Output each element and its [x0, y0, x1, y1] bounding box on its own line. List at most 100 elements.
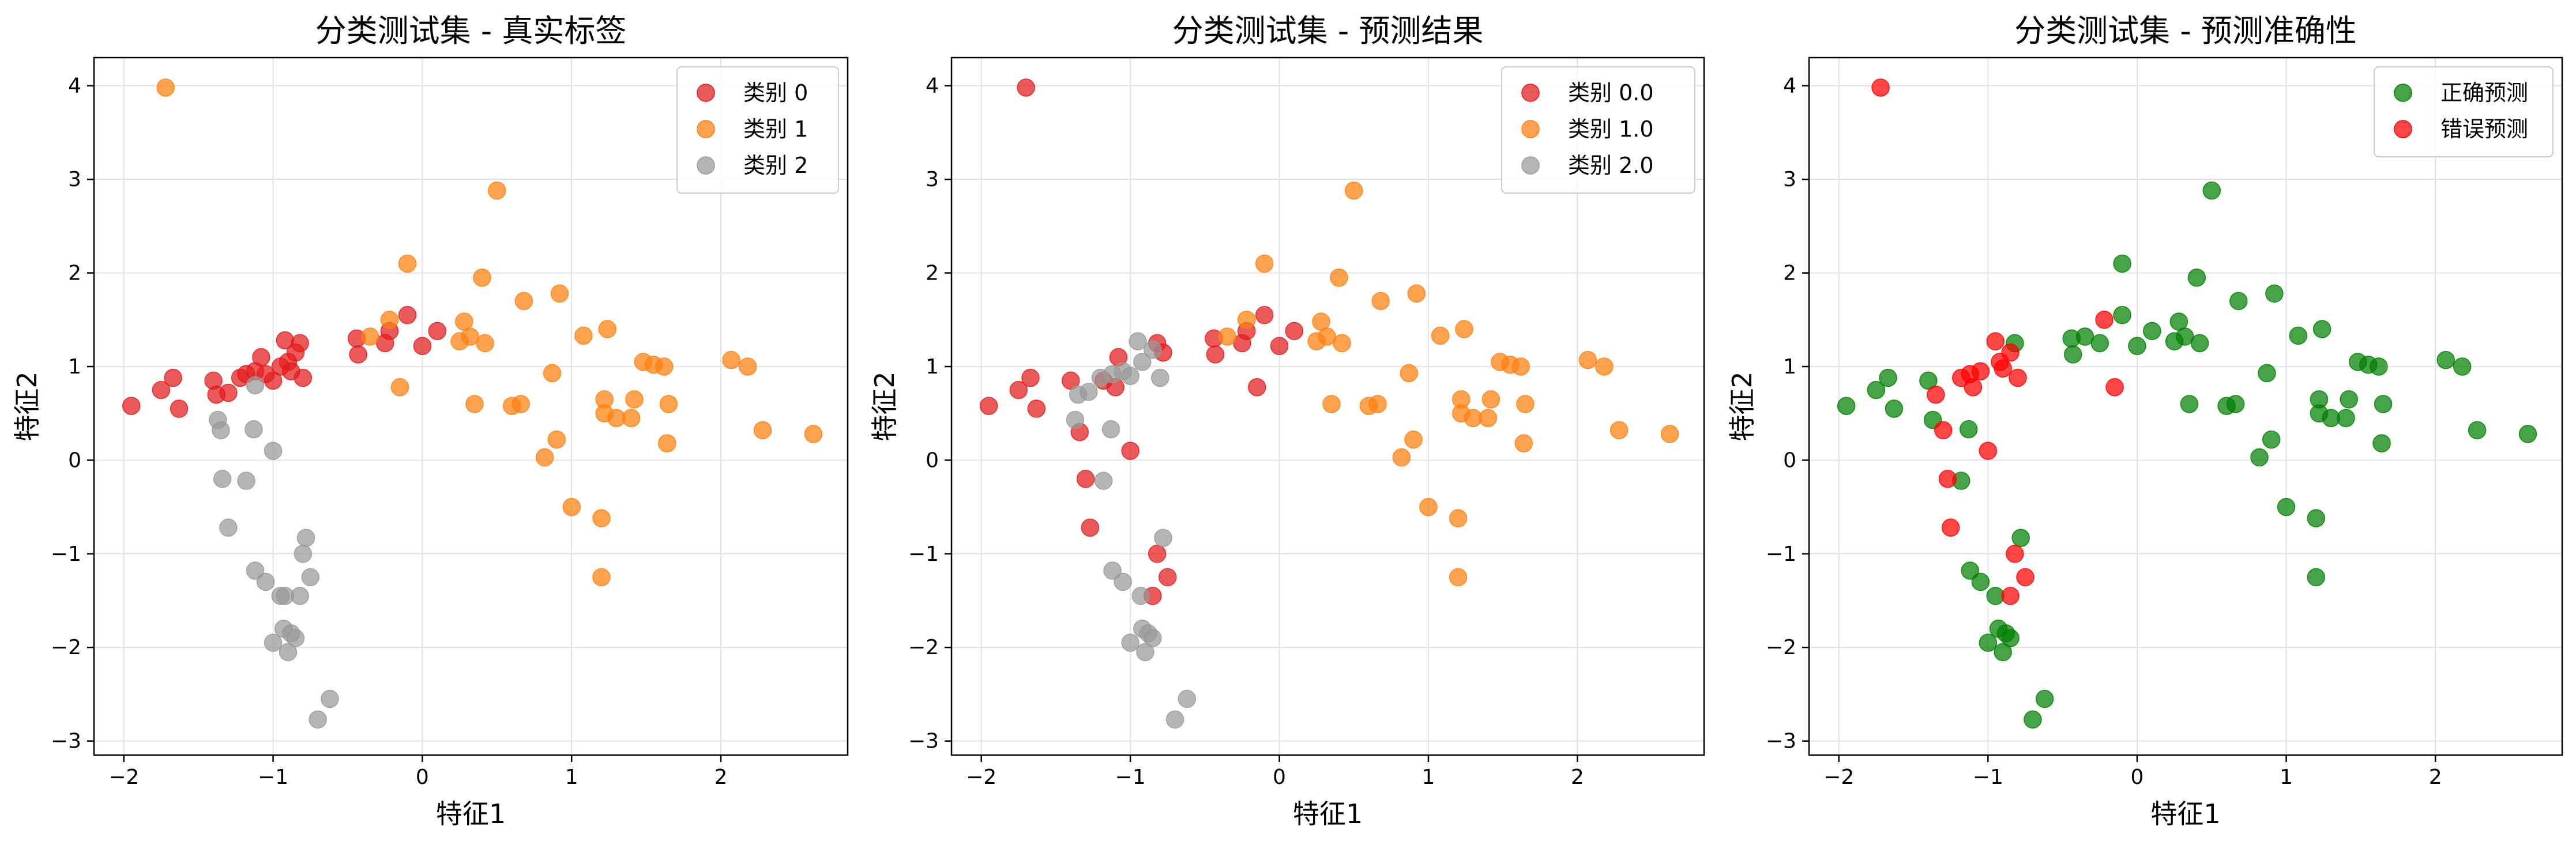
data-point [361, 327, 379, 346]
data-point [804, 425, 823, 443]
legend-marker [2394, 120, 2412, 138]
data-point [1986, 332, 2005, 350]
y-tick-label: 2 [1783, 262, 1796, 285]
data-point [1237, 311, 1256, 329]
data-point [2128, 337, 2146, 355]
y-tick-label: 1 [1783, 355, 1796, 379]
data-point [476, 334, 494, 353]
legend-box [1501, 66, 1695, 194]
data-point [1121, 442, 1140, 460]
data-point [296, 529, 315, 547]
y-tick-label: 0 [1783, 448, 1796, 472]
series-1 [1837, 181, 2537, 729]
data-point [1431, 326, 1450, 345]
x-tick-label: 2 [714, 765, 728, 789]
data-point [1404, 430, 1423, 449]
data-point [2518, 425, 2537, 443]
data-point [1066, 410, 1085, 429]
data-point [2262, 430, 2281, 449]
data-point [1255, 254, 1274, 273]
data-point [1079, 383, 1098, 401]
data-point [1344, 181, 1363, 200]
y-tick-label: −1 [1766, 542, 1796, 566]
data-point [512, 395, 530, 413]
data-point [2113, 254, 2131, 273]
data-point [1114, 572, 1132, 591]
data-point [1248, 378, 1266, 397]
data-point [2436, 350, 2455, 369]
data-point [2277, 497, 2296, 516]
data-point [219, 383, 238, 402]
y-tick-label: 1 [926, 355, 939, 379]
data-point [1206, 345, 1225, 364]
data-point [1285, 322, 1304, 341]
data-point [2229, 292, 2248, 311]
legend-label: 错误预测 [2440, 116, 2528, 142]
data-point [264, 442, 283, 460]
data-point [543, 364, 562, 383]
series-2 [156, 78, 823, 587]
data-point [1660, 425, 1679, 443]
data-point [514, 292, 533, 311]
data-point [390, 378, 409, 397]
legend-marker [2394, 84, 2412, 102]
data-point [2250, 448, 2269, 467]
data-point [2105, 378, 2124, 397]
data-point [488, 181, 506, 200]
data-point [1322, 395, 1341, 413]
data-point [598, 320, 617, 338]
data-point [1101, 420, 1120, 439]
x-tick-label: 0 [416, 765, 429, 789]
data-point [1368, 395, 1387, 413]
data-point [2009, 368, 2027, 387]
data-point [1938, 470, 1957, 488]
data-point [413, 337, 432, 355]
data-point [2095, 311, 2114, 329]
data-point [1121, 367, 1140, 385]
y-tick-label: 0 [926, 448, 939, 472]
data-point [1578, 350, 1597, 369]
data-point [622, 409, 641, 428]
legend-marker [697, 84, 715, 102]
x-tick-label: 1 [565, 765, 578, 789]
data-point [550, 284, 569, 303]
data-point [2001, 587, 2020, 605]
x-tick-label: −1 [1973, 765, 2003, 789]
data-point [1927, 385, 1945, 404]
data-point [1971, 572, 1990, 591]
legend-label: 正确预测 [2440, 80, 2528, 105]
data-point [1165, 710, 1184, 729]
data-point [2370, 357, 2388, 376]
series-3 [209, 376, 339, 729]
data-point [1419, 497, 1438, 516]
data-point [473, 268, 491, 287]
legend: 类别 0 类别 1 类别 2 [676, 66, 839, 194]
data-point [2180, 395, 2199, 413]
y-axis-label: 特征2 [12, 371, 43, 441]
y-tick-label: −2 [1766, 636, 1796, 659]
x-axis-label: 特征1 [436, 798, 506, 829]
data-point [264, 633, 283, 652]
data-point [2113, 305, 2131, 325]
data-point [152, 380, 171, 399]
data-point [1964, 378, 1983, 397]
legend-label: 类别 0 [743, 80, 808, 105]
data-point [1514, 434, 1533, 452]
legend-label: 类别 2.0 [1568, 153, 1654, 178]
data-point [1061, 371, 1080, 390]
data-point [1094, 471, 1113, 490]
y-axis-label: 特征2 [1727, 371, 1758, 441]
y-tick-label: 3 [926, 168, 939, 191]
y-tick-label: 3 [1783, 168, 1796, 191]
data-point [1121, 633, 1140, 652]
series-1 [122, 305, 447, 418]
data-point [122, 397, 141, 415]
y-tick-label: 2 [68, 262, 81, 285]
data-point [2312, 320, 2331, 338]
data-point [753, 421, 772, 440]
data-point [1144, 629, 1162, 647]
data-point [2016, 568, 2035, 587]
